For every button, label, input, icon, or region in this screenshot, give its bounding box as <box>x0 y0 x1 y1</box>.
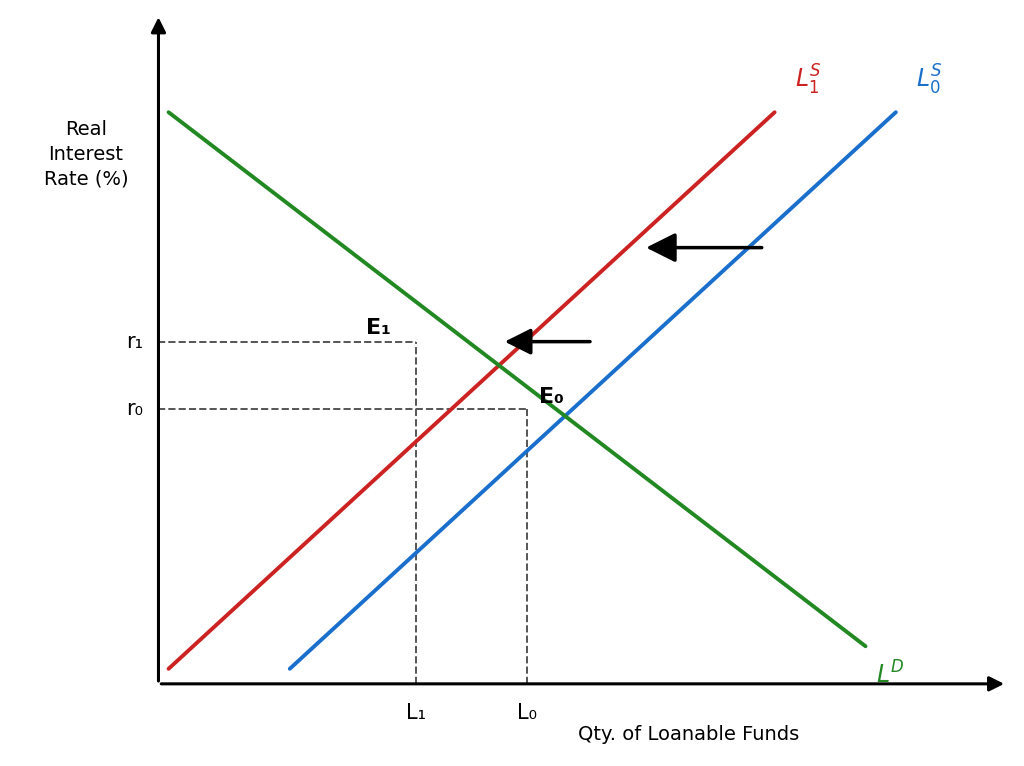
Text: r₀: r₀ <box>126 399 143 419</box>
Text: r₁: r₁ <box>126 332 143 352</box>
Text: E₀: E₀ <box>540 388 564 408</box>
Text: Real
Interest
Rate (%): Real Interest Rate (%) <box>44 119 128 188</box>
Text: $L^S_1$: $L^S_1$ <box>795 63 821 97</box>
Text: Qty. of Loanable Funds: Qty. of Loanable Funds <box>579 725 800 745</box>
Text: E₁: E₁ <box>366 318 390 338</box>
Text: $L^D$: $L^D$ <box>876 661 904 689</box>
Text: L₁: L₁ <box>407 702 426 722</box>
Text: $L^S_0$: $L^S_0$ <box>916 63 943 97</box>
Text: L₀: L₀ <box>517 702 538 722</box>
